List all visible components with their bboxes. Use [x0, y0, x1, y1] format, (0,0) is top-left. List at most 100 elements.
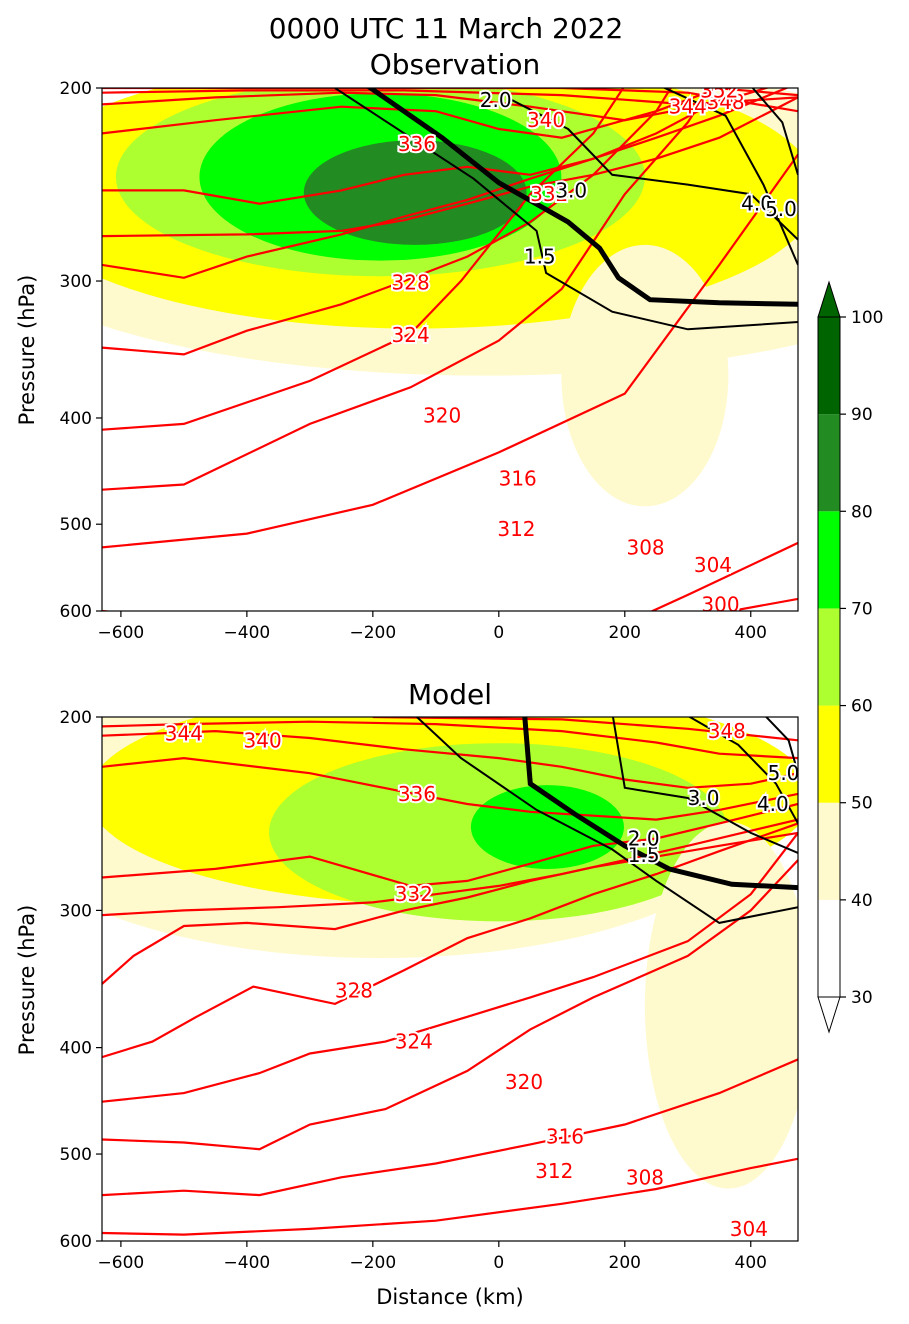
pv-contour-1.5: [416, 717, 798, 924]
theta-contour-328: [102, 96, 798, 238]
y-tick-label: 300: [60, 901, 92, 921]
theta-label-332: 332: [530, 182, 568, 206]
x-tick-label: −400: [224, 1253, 271, 1273]
theta-contour-352: [702, 88, 798, 97]
colorbar-segment: [818, 511, 840, 609]
theta-label-316: 316: [499, 466, 537, 490]
colorbar-tick-label: 90: [851, 405, 873, 425]
panel1-title: Observation: [370, 48, 541, 81]
colorbar: 30 40 50 60 70 80 90 100: [817, 280, 883, 1034]
theta-contour-324: [102, 831, 798, 985]
colorbar-segment: [818, 608, 840, 706]
plot-area: 304 308 312 316 320 324 328 332 336 340 344 348 1.52…: [102, 717, 798, 1241]
theta-label-328: 328: [392, 271, 430, 295]
figure-title: 0000 UTC 11 March 2022: [269, 12, 624, 45]
colorbar-segment: [818, 802, 840, 900]
y-tick-label: 600: [60, 1232, 92, 1252]
theta-contour-348: [102, 88, 798, 113]
panel1-ylabel: Pressure (hPa): [15, 275, 39, 426]
pv-label-3.0: 3.0: [688, 786, 720, 810]
theta-contour-336: [102, 756, 798, 821]
theta-label-328: 328: [335, 979, 373, 1003]
pv-label-1.5: 1.5: [524, 245, 556, 269]
theta-label-336: 336: [398, 782, 436, 806]
colorbar-tick-label: 30: [851, 988, 873, 1008]
theta-contour-316: [102, 88, 625, 431]
theta-label-308: 308: [626, 1165, 664, 1189]
colorbar-tick-label: 80: [851, 502, 873, 522]
theta-contour-344: [102, 89, 798, 106]
theta-contour-308: [102, 1058, 798, 1197]
theta-label-348: 348: [706, 90, 744, 114]
pv-contour-4.0: [687, 717, 798, 824]
x-tick-label: −600: [98, 623, 145, 643]
theta-label-320: 320: [423, 404, 461, 428]
theta-label-324: 324: [395, 1030, 433, 1054]
colorbar-tick-label: 50: [851, 794, 873, 814]
y-tick-label: 400: [60, 409, 92, 429]
colorbar-tick-label: 70: [851, 599, 873, 619]
colorbar-segment: [818, 317, 840, 415]
pv-label-2.0: 2.0: [628, 826, 660, 850]
panel2-xlabel: Distance (km): [376, 1285, 524, 1309]
theta-contour-336: [102, 88, 724, 139]
pv-contour-3.0: [611, 717, 798, 854]
pv-label-5.0: 5.0: [765, 197, 797, 221]
theta-label-304: 304: [694, 553, 732, 577]
pv-contour-2.0: [366, 88, 798, 307]
theta-contour-312: [102, 88, 712, 491]
x-tick-label: 400: [735, 623, 767, 643]
theta-contour-316: [102, 832, 798, 1103]
x-tick-label: −200: [349, 623, 396, 643]
y-tick-label: 500: [60, 515, 92, 535]
theta-contour-312: [102, 859, 798, 1151]
colorbar-segment: [818, 414, 840, 512]
x-tick-label: 0: [493, 623, 504, 643]
theta-label-324: 324: [392, 323, 430, 347]
theta-contour-304: [102, 1157, 798, 1236]
pv-label-1.5: 1.5: [628, 843, 660, 867]
y-tick-label: 200: [60, 708, 92, 728]
theta-label-316: 316: [546, 1125, 584, 1149]
theta-label-308: 308: [626, 535, 664, 559]
x-tick-label: 200: [609, 623, 641, 643]
pv-contour-5.0: [764, 717, 798, 774]
pv-contour-2.0: [522, 717, 798, 891]
pv-contour-3.0: [510, 98, 798, 241]
theta-contour-344: [102, 720, 798, 760]
theta-contour-300: [725, 597, 798, 611]
pv-contour-4.0: [662, 88, 798, 266]
colorbar-extend-min: [817, 996, 841, 1034]
theta-label-320: 320: [505, 1070, 543, 1094]
theta-label-340: 340: [244, 728, 282, 752]
theta-contour-332: [102, 88, 790, 205]
x-tick-label: 200: [609, 1253, 641, 1273]
x-tick-label: 400: [735, 1253, 767, 1273]
x-tick-label: −400: [224, 623, 271, 643]
theta-label-312: 312: [497, 517, 535, 541]
colorbar-tick-label: 100: [851, 308, 883, 328]
theta-label-348: 348: [708, 719, 746, 743]
theta-label-332: 332: [395, 882, 433, 906]
y-tick-label: 200: [60, 79, 92, 99]
colorbar-tick-label: 60: [851, 697, 873, 717]
y-tick-label: 500: [60, 1145, 92, 1165]
y-tick-label: 400: [60, 1039, 92, 1059]
fill-40-50: [561, 244, 729, 507]
theta-label-312: 312: [535, 1159, 573, 1183]
theta-contour-328: [102, 818, 798, 917]
colorbar-extend-max: [817, 280, 841, 318]
pv-contour-1.5: [334, 88, 798, 331]
pv-contour-5.0: [751, 88, 798, 176]
theta-label-352: 352: [700, 78, 738, 102]
pv-label-2.0: 2.0: [480, 88, 512, 112]
colorbar-segment: [818, 899, 840, 997]
x-tick-label: −600: [98, 1253, 145, 1273]
theta-contour-324: [102, 88, 737, 279]
panel2-title: Model: [408, 678, 492, 711]
colorbar-segment: [818, 705, 840, 803]
